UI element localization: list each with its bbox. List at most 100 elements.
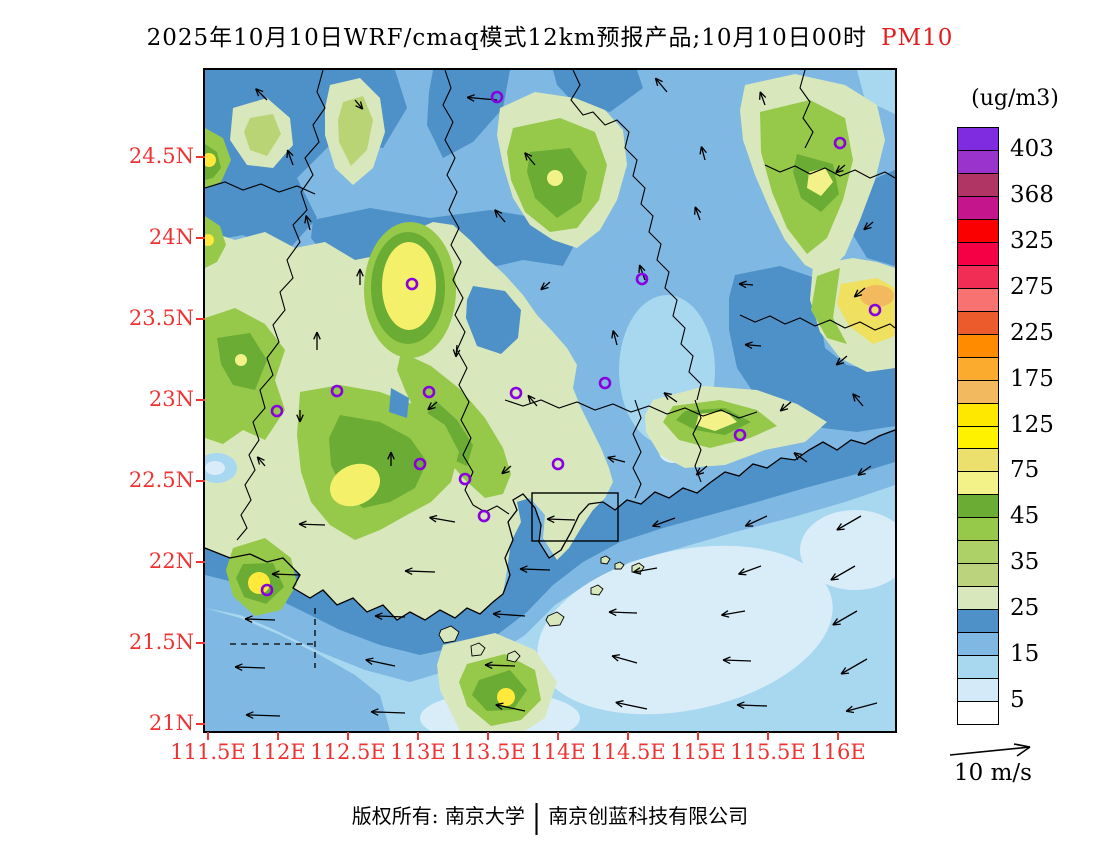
colorbar-cell (957, 402, 999, 427)
colorbar-cell (957, 609, 999, 634)
station-marker (490, 90, 504, 104)
wind-vector-arrow (245, 711, 281, 719)
station-marker (833, 136, 847, 150)
wind-vector-arrow (663, 392, 678, 403)
lon-axis-tick (277, 732, 279, 740)
wind-vector-arrow (540, 281, 551, 291)
station-marker (330, 384, 344, 398)
coastline (204, 429, 896, 621)
colorbar-cell (957, 127, 999, 152)
wind-vector-arrow (546, 515, 576, 524)
colorbar-tick-label: 35 (1010, 549, 1040, 576)
map-frame (203, 68, 897, 733)
lon-axis-label: 116E (810, 740, 866, 764)
lon-axis-tick (347, 732, 349, 740)
lon-axis-label: 113.5E (450, 740, 526, 764)
colorbar-tick-label: 403 (1010, 135, 1054, 162)
lon-axis-tick (697, 732, 699, 740)
lat-axis-tick (196, 642, 205, 644)
colorbar-cell (957, 287, 999, 313)
colorbar-cell (957, 494, 999, 519)
lon-axis-label: 114E (530, 740, 586, 764)
wind-vector-arrow (721, 610, 746, 618)
lat-axis-label: 23.5N (128, 306, 194, 330)
colorbar-cell (957, 655, 999, 680)
station-marker (509, 386, 523, 400)
colorbar-tick-label: 5 (1010, 687, 1025, 714)
wind-vector-arrow (356, 268, 364, 285)
title-pollutant: PM10 (881, 25, 954, 51)
wind-vector-arrow (296, 410, 304, 423)
page-title: 2025年10月10日WRF/cmaq模式12km预报产品;10月10日00时 P… (0, 18, 1100, 52)
wind-vector-arrow (845, 702, 878, 714)
copyright-separator: | (532, 796, 541, 836)
colorbar-tick-label: 368 (1010, 181, 1054, 208)
colorbar-cell (957, 356, 999, 381)
colorbar-cell (957, 471, 999, 496)
lon-axis-label: 112.5E (310, 740, 386, 764)
wind-vector-arrow (638, 264, 646, 281)
colorbar-cell (957, 195, 999, 221)
colorbar-cell (957, 701, 999, 726)
colorbar-labels: 403 368 325 275 225 175 125 75 45 35 25 15 5 (1010, 127, 1090, 727)
lat-axis-label: 21N (148, 711, 194, 735)
colorbar-cell (957, 172, 999, 198)
colorbar-cell (957, 149, 999, 175)
lon-axis-tick (207, 732, 209, 740)
wind-vector-arrow (244, 615, 276, 624)
colorbar-tick-label: 275 (1010, 273, 1054, 300)
colorbar-cell (957, 333, 999, 358)
colorbar-cell (957, 563, 999, 588)
wind-vector-arrow (737, 565, 762, 576)
station-marker (635, 272, 649, 286)
title-main: 2025年10月10日WRF/cmaq模式12km预报产品;10月10日00时 (146, 25, 868, 51)
wind-vector-arrow (427, 401, 438, 411)
wind-vector-arrow (654, 77, 668, 93)
wind-vector-arrow (853, 287, 866, 298)
colorbar-cell (957, 218, 999, 244)
wind-vector-arrow (611, 330, 619, 346)
wind-vector-arrow (527, 394, 538, 407)
wind-vector-arrow (835, 164, 846, 174)
wind-vector-arrow (633, 567, 658, 575)
wind-vector-arrow (370, 708, 406, 716)
wind-vector-arrow (744, 341, 762, 350)
lon-axis-label: 115.5E (730, 740, 806, 764)
station-marker (551, 457, 565, 471)
copyright-right: 南京创蓝科技有限公司 (548, 804, 749, 828)
wind-vector-arrow (832, 610, 858, 626)
wind-vector-arrow (429, 514, 456, 523)
station-marker (868, 303, 882, 317)
station-marker (458, 472, 472, 486)
wind-vector-arrow (234, 663, 266, 672)
wind-vector-arrow (830, 565, 856, 581)
colorbar-cell (957, 425, 999, 450)
wind-vector-arrow (298, 520, 326, 529)
wind-vector-arrow (738, 280, 754, 289)
wind-vector-arrow (271, 570, 301, 579)
wind-vector-arrow (779, 401, 792, 412)
copyright-line: 版权所有: 南京大学 | 南京创蓝科技有限公司 (0, 797, 1100, 835)
wind-vector-arrow (255, 88, 268, 101)
lat-axis-tick (196, 156, 205, 158)
lon-axis-tick (837, 732, 839, 740)
colorbar-cell (957, 264, 999, 290)
colorbar-cell (957, 448, 999, 473)
colorbar-tick-label: 75 (1010, 457, 1040, 484)
wind-vector-arrow (840, 658, 868, 675)
lat-axis-label: 22.5N (128, 468, 194, 492)
lat-axis-label: 21.5N (128, 630, 194, 654)
wind-vector-arrow (835, 355, 848, 366)
lat-axis-tick (196, 237, 205, 239)
lat-axis-label: 24N (148, 225, 194, 249)
wind-vector-arrow (452, 344, 461, 358)
colorbar-tick-label: 125 (1010, 411, 1054, 438)
wind-vector-arrow (404, 567, 436, 576)
station-marker (477, 509, 491, 523)
lon-axis-label: 113E (390, 740, 446, 764)
wind-vector-arrow (736, 701, 768, 710)
wind-vector-arrow (744, 515, 768, 527)
wind-vector-arrow (651, 517, 676, 528)
station-marker (733, 428, 747, 442)
station-marker-layer (260, 90, 882, 597)
